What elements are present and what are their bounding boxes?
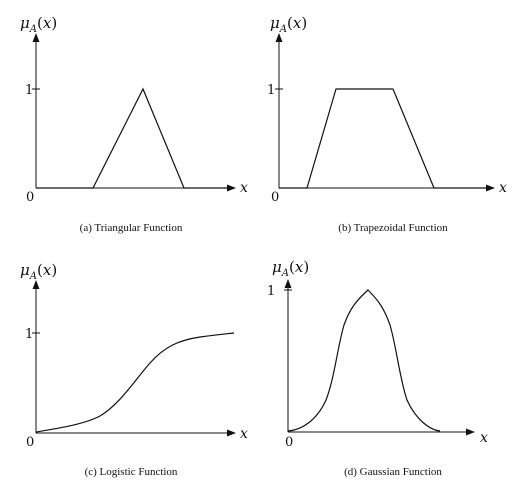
- membership-curve: [35, 332, 235, 433]
- origin-label: 0: [26, 190, 34, 205]
- origin-label: 0: [285, 435, 293, 450]
- membership-curve: [36, 87, 228, 189]
- panel-logistic: μA(x) 1 0 x (c) Logistic Function: [0, 250, 262, 500]
- logistic-plot: μA(x) 1 0 x: [20, 261, 248, 450]
- x-axis-label: x: [240, 180, 248, 196]
- y-axis-label: μA(x): [272, 258, 309, 279]
- caption-triangular: (a) Triangular Function: [79, 222, 183, 234]
- origin-label: 0: [26, 435, 34, 450]
- origin-label: 0: [271, 190, 279, 205]
- y-axis-arrow: [284, 279, 292, 288]
- x-axis-label: x: [480, 430, 488, 446]
- x-axis-arrow: [227, 429, 236, 437]
- membership-curve: [287, 289, 441, 432]
- panel-triangular: μA(x) 1 0 x (a) Triangular Function: [0, 0, 262, 250]
- y-axis-arrow: [32, 33, 40, 42]
- y-axis-arrow: [32, 280, 40, 289]
- x-axis-arrow: [227, 184, 236, 192]
- x-axis-arrow: [466, 428, 475, 436]
- y-axis-label: μA(x): [20, 14, 57, 35]
- caption-logistic: (c) Logistic Function: [84, 466, 178, 478]
- panel-gaussian: μA(x) 1 0 x (d) Gaussian Function: [262, 250, 524, 500]
- tick-one-label: 1: [267, 83, 275, 98]
- panel-trapezoidal: μA(x) 1 0 x (b) Trapezoidal Function: [262, 0, 524, 250]
- y-axis-arrow: [275, 33, 283, 42]
- x-axis-label: x: [499, 180, 507, 196]
- gaussian-plot: μA(x) 1 0 x: [267, 258, 488, 450]
- tick-one-label: 1: [25, 327, 33, 342]
- membership-curve: [279, 88, 487, 189]
- triangular-plot: μA(x) 1 0 x: [20, 14, 248, 205]
- caption-trapezoidal: (b) Trapezoidal Function: [338, 222, 448, 234]
- tick-one-label: 1: [25, 83, 33, 98]
- y-axis-label: μA(x): [270, 14, 307, 35]
- x-axis-arrow: [486, 184, 495, 192]
- tick-one-label: 1: [267, 284, 275, 299]
- trapezoidal-plot: μA(x) 1 0 x: [267, 14, 507, 205]
- x-axis-label: x: [240, 426, 248, 442]
- caption-gaussian: (d) Gaussian Function: [344, 466, 442, 478]
- y-axis-label: μA(x): [20, 261, 57, 282]
